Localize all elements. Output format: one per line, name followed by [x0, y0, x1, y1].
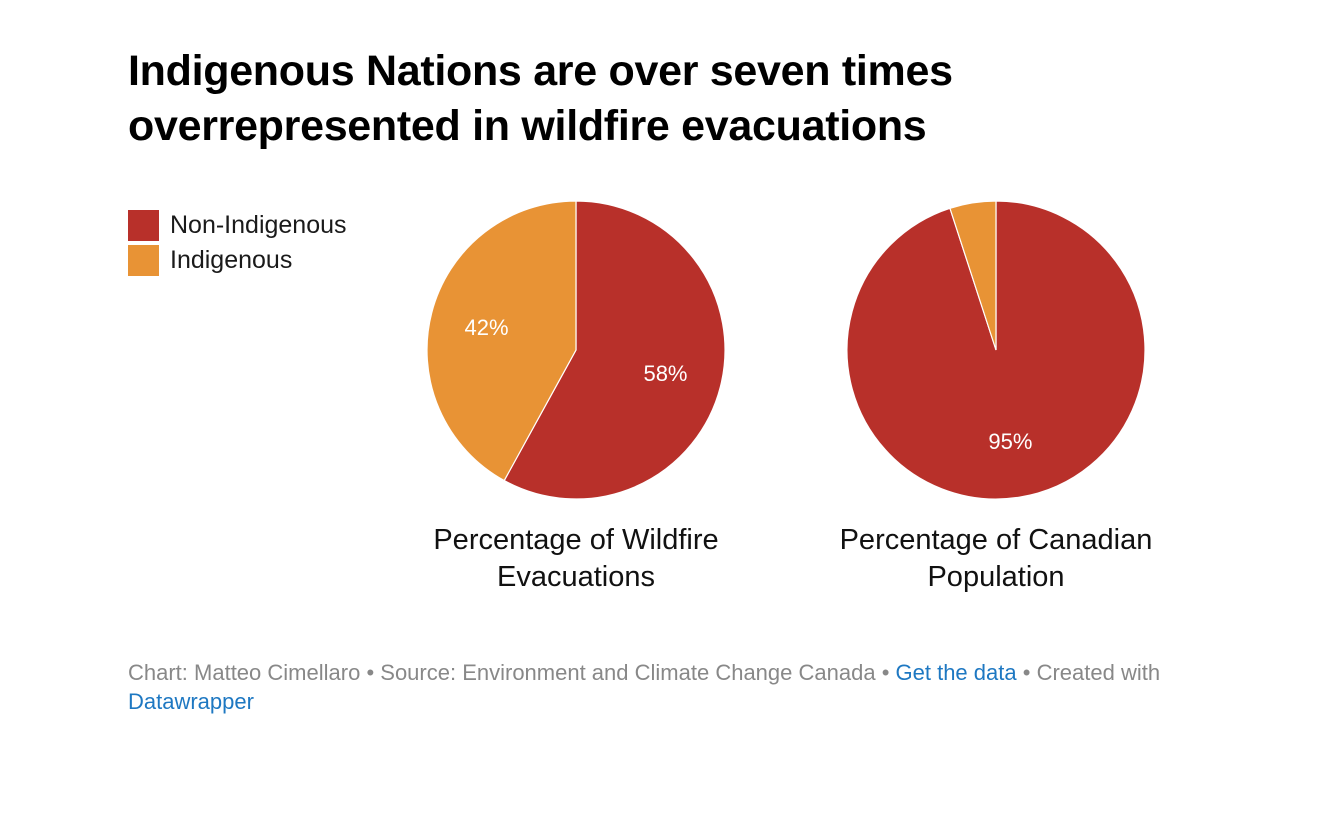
pie-caption-population: Percentage of Canadian Population [839, 524, 1153, 593]
legend-swatch-indigenous [128, 245, 159, 276]
legend-label-indigenous: Indigenous [170, 246, 293, 274]
chart-title: Indigenous Nations are over seven times … [128, 47, 953, 150]
legend-item-indigenous: Indigenous [128, 243, 347, 278]
get-the-data-link[interactable]: Get the data [895, 660, 1017, 685]
pie-slice-evacuations-non-indigenous [503, 200, 726, 500]
pie-label-population-non-indigenous: 95% [988, 429, 1032, 454]
pie-label-evacuations-non-indigenous: 58% [643, 361, 687, 386]
legend-swatch-non-indigenous [128, 210, 159, 241]
footer-separator: • [366, 660, 375, 685]
pie-caption-evacuations: Percentage of Wildfire Evacuations [433, 524, 719, 593]
pie-label-evacuations-indigenous: 42% [464, 315, 508, 340]
footer-separator: • [1022, 660, 1031, 685]
footer: Chart: Matteo Cimellaro • Source: Enviro… [128, 658, 1228, 716]
datawrapper-link[interactable]: Datawrapper [128, 689, 254, 714]
footer-created: Created with [1036, 660, 1161, 685]
footer-author: Chart: Matteo Cimellaro [128, 660, 361, 685]
pie-charts: 58% 42% 95% [426, 200, 1146, 500]
footer-separator: • [881, 660, 890, 685]
legend-label-non-indigenous: Non-Indigenous [170, 211, 347, 239]
pie-slice-population-indigenous [949, 200, 997, 351]
legend-item-non-indigenous: Non-Indigenous [128, 208, 347, 243]
pie-slice-evacuations-indigenous [426, 200, 577, 482]
footer-source: Source: Environment and Climate Change C… [380, 660, 876, 685]
legend: Non-Indigenous Indigenous [128, 208, 347, 278]
